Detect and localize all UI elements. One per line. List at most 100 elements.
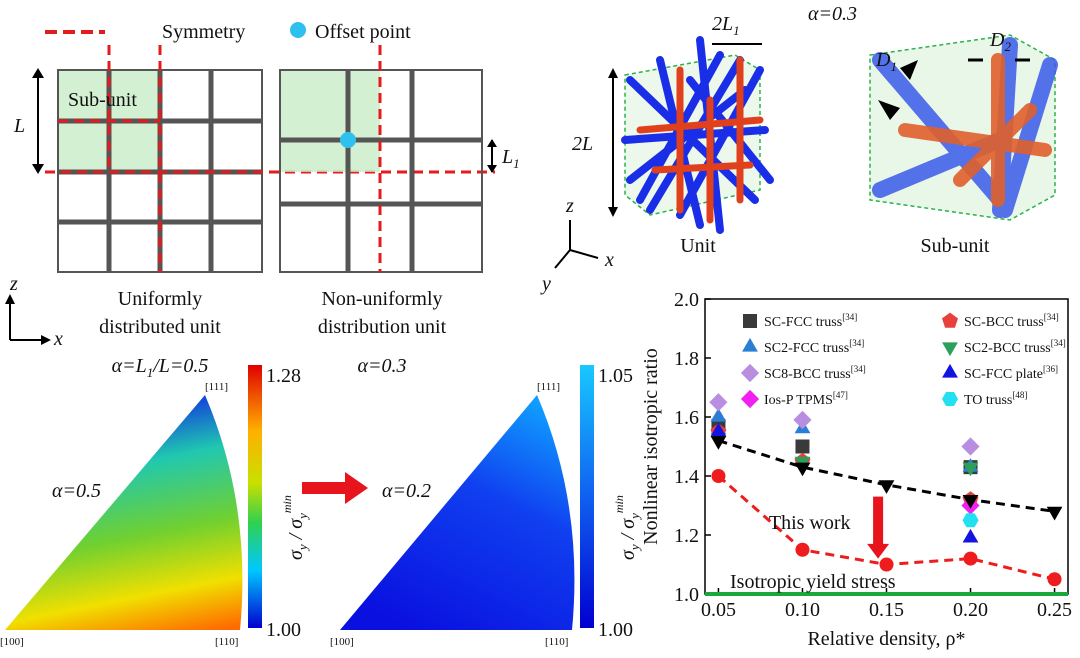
t: D (875, 49, 891, 71)
t: 1 (147, 365, 154, 380)
contour-right: α=0.2 [111] [100] [110] 1.05 1.00 σy / σ… (330, 365, 642, 648)
legend-name: SC-FCC truss (764, 315, 842, 330)
t: y (295, 544, 310, 552)
y-axis-label: Nonlinear isotropic ratio (640, 348, 662, 545)
legend-name: SC2-FCC truss (764, 341, 849, 356)
point (795, 542, 810, 557)
dim-label: D1 (875, 49, 897, 74)
alpha-label: α=L1/L=0.5 (112, 355, 209, 380)
legend-marker (942, 342, 958, 357)
axis-label: z (9, 273, 18, 295)
t: σ (285, 518, 307, 529)
point (793, 410, 812, 430)
legend-name: SC-FCC plate (964, 367, 1043, 382)
legend-marker (740, 389, 760, 409)
legend-ref: [34] (851, 364, 866, 374)
t: min (612, 495, 626, 513)
t: σ (617, 549, 639, 560)
dim-label: D2 (989, 29, 1011, 54)
legend-marker (942, 363, 958, 378)
point (710, 407, 727, 422)
series-line (717, 439, 1055, 513)
y-tick-label: 1.2 (674, 525, 699, 547)
t: 1 (890, 59, 897, 74)
axis-label: z (565, 195, 574, 217)
t: 1 (513, 156, 520, 171)
legend-name: Ios-P TPMS (764, 393, 833, 408)
t: 2 (1004, 39, 1011, 54)
axis-label: y (540, 273, 551, 295)
colorbar (248, 365, 262, 628)
point (709, 393, 728, 412)
alpha-label: α=0.3 (358, 355, 407, 377)
dir-label: [111] (537, 381, 560, 393)
x-tick-label: 0.20 (953, 599, 988, 621)
top-legend: Symmetry Offset point (45, 21, 411, 43)
dim-label: L1 (501, 146, 520, 171)
dim-label: 2L (572, 133, 593, 155)
legend-name: SC8-BCC truss (764, 367, 851, 382)
point (795, 439, 810, 454)
caption: Uniformly (118, 288, 202, 310)
colorbar-label: 1.00 (598, 619, 633, 641)
point (879, 557, 894, 572)
y-tick-label: 2.0 (674, 289, 699, 311)
point (710, 422, 727, 437)
legend-marker (942, 392, 958, 406)
dir-label: [100] (0, 636, 24, 648)
annotation-arrow (867, 496, 890, 559)
legend-ref: [34] (1044, 312, 1059, 322)
t: 1 (733, 23, 740, 38)
offset-dot (290, 22, 306, 38)
t: y (295, 513, 310, 521)
t: y (627, 513, 642, 521)
chart: 1.0 1.2 1.4 1.6 1.8 2.0 0.05 0.10 0.15 0.20 0.25 Re… (640, 289, 1072, 650)
point (963, 551, 978, 566)
point (962, 528, 979, 543)
t: / (285, 529, 307, 545)
y-tick-label: 1.8 (674, 348, 699, 370)
legend-label: SC-FCC plate[36] (964, 364, 1058, 382)
caption: distributed unit (99, 316, 221, 338)
legend-ref: [47] (833, 390, 848, 400)
y-tick-label: 1.0 (674, 584, 699, 606)
t: σ (617, 518, 639, 529)
alpha-label: α=0.3 (808, 3, 857, 25)
contour-left: α=0.5 [111] [100] [110] 1.28 1.00 σy / σ… (0, 365, 310, 648)
caption: Non-uniformly (321, 288, 442, 310)
y-tick-label: 1.4 (674, 466, 699, 488)
axis-label: x (604, 249, 614, 271)
x-tick-label: 0.15 (869, 599, 904, 621)
axis-label: x (53, 328, 63, 350)
legend-label: SC2-FCC truss[34] (764, 338, 864, 356)
legend-label: SC8-BCC truss[34] (764, 364, 866, 382)
alpha-label: α=0.5 (52, 480, 101, 502)
dim-label: 2L1 (712, 13, 740, 38)
point (710, 436, 727, 450)
legend-label: SC-BCC truss[34] (964, 312, 1059, 330)
point (794, 462, 811, 477)
point (961, 437, 980, 456)
unit-3d: 2L 2L1 α=0.3 Unit z x y (540, 3, 857, 295)
contour (5, 395, 243, 630)
subunit-label: Sub-unit (68, 89, 137, 111)
arrow (302, 472, 368, 504)
grid-uniform: Sub-unit L Uniformly distributed unit α=… (13, 45, 495, 380)
legend-marker (743, 314, 757, 328)
colorbar-label: 1.00 (266, 619, 301, 641)
t: σ (285, 549, 307, 560)
point (962, 462, 979, 477)
caption: Unit (680, 235, 716, 257)
dir-label: [100] (330, 636, 354, 648)
dir-label: [110] (545, 636, 568, 648)
x-tick-label: 0.10 (785, 599, 820, 621)
legend-ref: [36] (1043, 364, 1058, 374)
axes-2d: z x (5, 273, 63, 350)
colorbar-label: 1.28 (266, 365, 301, 387)
annotation: This work (769, 512, 851, 534)
t: D (989, 29, 1005, 51)
point (1046, 506, 1063, 521)
dir-label: [110] (215, 636, 238, 648)
point (962, 495, 979, 509)
t: min (280, 495, 294, 513)
